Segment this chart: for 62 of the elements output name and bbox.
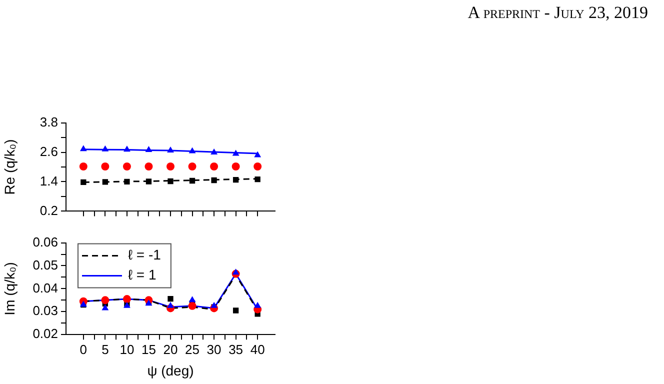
point xyxy=(124,178,130,185)
point xyxy=(102,304,109,310)
point xyxy=(123,146,130,152)
point xyxy=(188,302,196,310)
x-tick-label: 5 xyxy=(102,342,109,357)
x-tick-label: 0 xyxy=(80,342,88,357)
point xyxy=(101,162,110,171)
point xyxy=(166,162,174,171)
point xyxy=(211,177,217,184)
point xyxy=(101,296,110,304)
x-axis-title: ψ (deg) xyxy=(147,362,194,378)
point xyxy=(188,296,196,302)
point xyxy=(210,302,218,308)
point xyxy=(168,296,174,302)
point xyxy=(232,268,240,275)
point xyxy=(122,162,131,171)
x-tick-label: 35 xyxy=(228,342,244,357)
point xyxy=(145,146,152,152)
point xyxy=(167,302,174,308)
point xyxy=(79,162,88,171)
point xyxy=(232,176,239,183)
point xyxy=(144,162,153,171)
text: A preprint - July 23, 2019 xyxy=(468,3,648,23)
y-tick-label: 0.03 xyxy=(32,303,58,318)
x-tick-label: 10 xyxy=(120,342,134,357)
y-axis-title: Re (q/k₀) xyxy=(1,139,18,195)
point xyxy=(168,178,174,184)
y-tick-label: 0.05 xyxy=(32,257,58,272)
legend-label: ℓ = 1 xyxy=(128,266,156,283)
x-tick-label: 20 xyxy=(163,342,178,357)
point xyxy=(102,145,109,152)
x-tick-label: 40 xyxy=(250,342,265,357)
x-tick-label: 15 xyxy=(141,342,156,357)
point xyxy=(232,150,240,156)
y-axis-title: Im (q/k₀) xyxy=(1,262,18,316)
y-tick-label: 2.6 xyxy=(40,144,58,159)
legend-label: ℓ = -1 xyxy=(128,246,162,263)
y-tick-label: 0.06 xyxy=(32,234,58,250)
y-tick-label: 0.04 xyxy=(32,280,58,296)
x-tick-label: 25 xyxy=(185,342,200,357)
point xyxy=(232,162,240,171)
point xyxy=(188,162,196,171)
point xyxy=(254,176,260,182)
point xyxy=(188,147,196,154)
point xyxy=(80,145,87,152)
point xyxy=(102,179,108,185)
point xyxy=(167,146,174,153)
point xyxy=(189,178,196,184)
point xyxy=(232,308,239,314)
point xyxy=(122,295,131,304)
point xyxy=(210,162,218,171)
x-tick-label: 30 xyxy=(206,342,222,357)
y-tick-label: 1.4 xyxy=(40,173,58,188)
y-tick-label: 0.2 xyxy=(40,202,58,218)
point xyxy=(80,179,86,186)
point xyxy=(146,178,152,184)
y-tick-label: 3.8 xyxy=(40,114,58,130)
point xyxy=(254,302,262,308)
point xyxy=(254,151,262,158)
y-tick-label: 0.02 xyxy=(32,326,58,342)
point xyxy=(210,148,218,155)
point xyxy=(254,162,262,171)
